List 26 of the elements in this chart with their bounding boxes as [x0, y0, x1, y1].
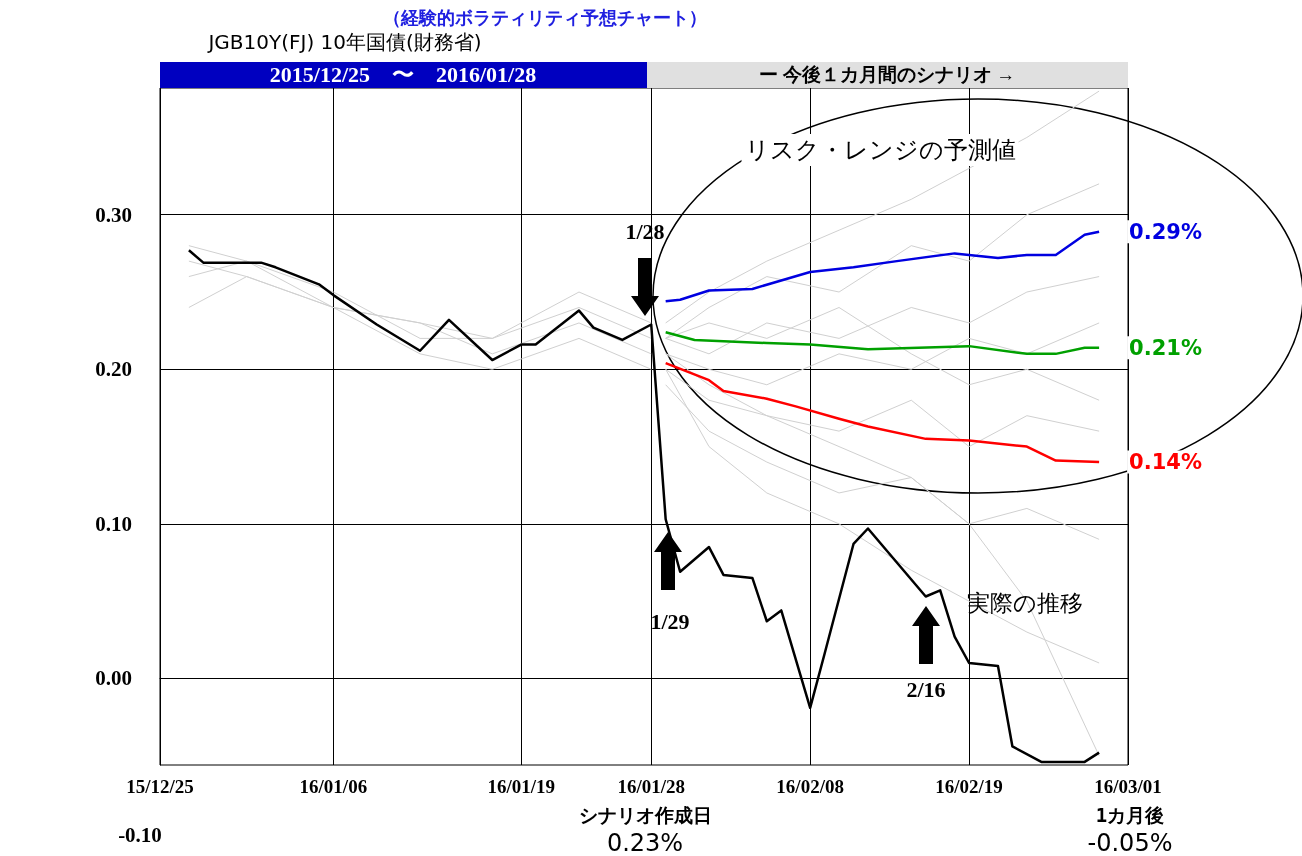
text: 0.23% — [606, 829, 684, 856]
text: 1カ月後 — [1095, 803, 1165, 828]
text: ー 今後１カ月間のシナリオ → — [758, 63, 1016, 87]
x-tick-label: 15/12/25 — [126, 776, 194, 797]
data-label: 0.21% — [1129, 335, 1202, 360]
y-tick-label: 0.10 — [95, 511, 132, 536]
chart-title: （経験的ボラティリティ予想チャート） — [383, 7, 707, 30]
text: -0.10 — [118, 822, 162, 848]
annotation: 1/29 — [650, 609, 690, 635]
x-tick-label: 16/02/19 — [935, 776, 1003, 797]
x-tick-label: 16/02/08 — [776, 776, 844, 797]
x-tick-label: 16/01/19 — [487, 776, 555, 797]
text: シナリオ作成日 — [578, 803, 712, 828]
y-tick-label: 0.00 — [95, 666, 132, 691]
x-tick-label: 16/01/28 — [617, 776, 686, 797]
data-label: 0.14% — [1129, 450, 1202, 475]
annotation: リスク・レンジの予測値 — [741, 134, 1019, 166]
y-tick-label: 0.20 — [95, 357, 132, 382]
text: 2015/12/25 〜 2016/01/28 — [269, 61, 537, 89]
annotation: 2/16 — [906, 677, 946, 703]
chart-subtitle: JGB10Y(FJ) 10年国債(財務省) — [208, 28, 482, 56]
y-tick-label: 0.30 — [95, 202, 132, 227]
x-tick-label: 16/01/06 — [299, 776, 368, 797]
data-label: 0.29% — [1129, 219, 1202, 244]
text: -0.05% — [1087, 829, 1173, 856]
x-tick-label: 16/03/01 — [1094, 776, 1162, 797]
